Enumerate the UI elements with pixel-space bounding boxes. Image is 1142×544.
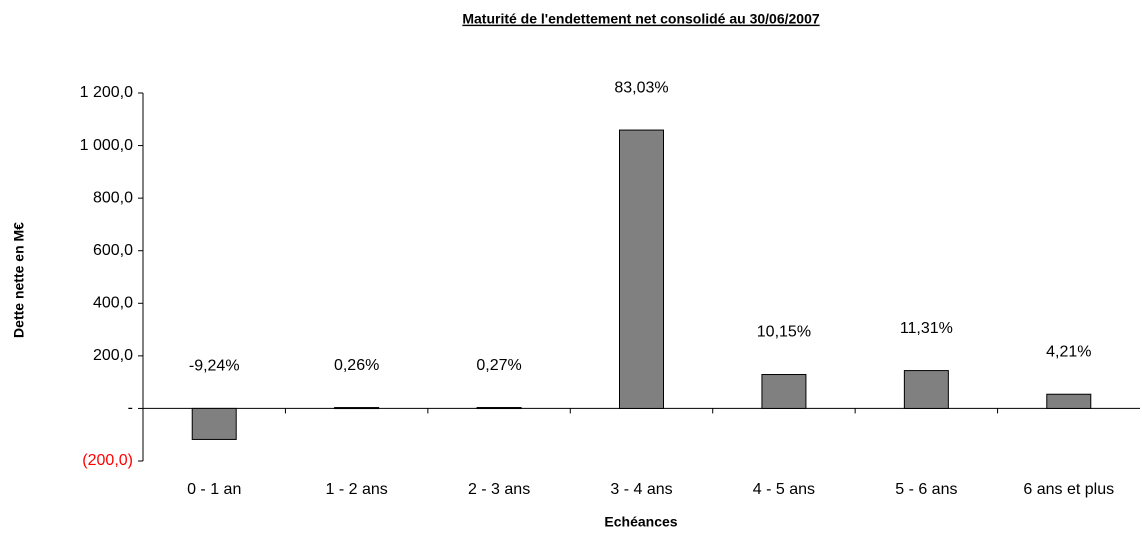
y-axis-label: Dette nette en M€ bbox=[11, 222, 27, 338]
y-tick-label: (200,0) bbox=[82, 452, 133, 469]
y-tick-label: 600,0 bbox=[93, 242, 133, 259]
data-label: 10,15% bbox=[757, 324, 811, 341]
bar bbox=[1046, 393, 1092, 409]
x-axis-label: Echéances bbox=[604, 514, 677, 530]
data-label: 0,26% bbox=[334, 357, 379, 374]
bar bbox=[334, 407, 380, 410]
data-label: -9,24% bbox=[189, 358, 240, 375]
y-tick-label: - bbox=[128, 400, 133, 417]
x-tick-label: 1 - 2 ans bbox=[326, 481, 388, 498]
chart-title: Maturité de l'endettement net consolidé … bbox=[462, 11, 820, 27]
data-label: 0,27% bbox=[476, 357, 521, 374]
y-tick-label: 1 000,0 bbox=[80, 137, 133, 154]
x-tick-label: 4 - 5 ans bbox=[753, 481, 815, 498]
y-tick-label: 200,0 bbox=[93, 347, 133, 364]
bar bbox=[191, 407, 237, 440]
x-tick-label: 0 - 1 an bbox=[187, 481, 241, 498]
x-tick-label: 2 - 3 ans bbox=[468, 481, 530, 498]
bar bbox=[903, 370, 949, 409]
bar bbox=[761, 374, 807, 409]
data-label: 4,21% bbox=[1046, 343, 1091, 360]
x-tick-label: 3 - 4 ans bbox=[610, 481, 672, 498]
y-tick-label: 1 200,0 bbox=[80, 84, 133, 101]
bar bbox=[619, 129, 664, 409]
x-tick-label: 5 - 6 ans bbox=[895, 481, 957, 498]
data-label: 11,31% bbox=[900, 320, 953, 337]
data-label: 83,03% bbox=[614, 79, 668, 96]
y-tick-label: 400,0 bbox=[93, 295, 133, 312]
bar bbox=[476, 407, 522, 410]
x-tick-label: 6 ans et plus bbox=[1023, 481, 1114, 498]
y-tick-label: 800,0 bbox=[93, 189, 133, 206]
